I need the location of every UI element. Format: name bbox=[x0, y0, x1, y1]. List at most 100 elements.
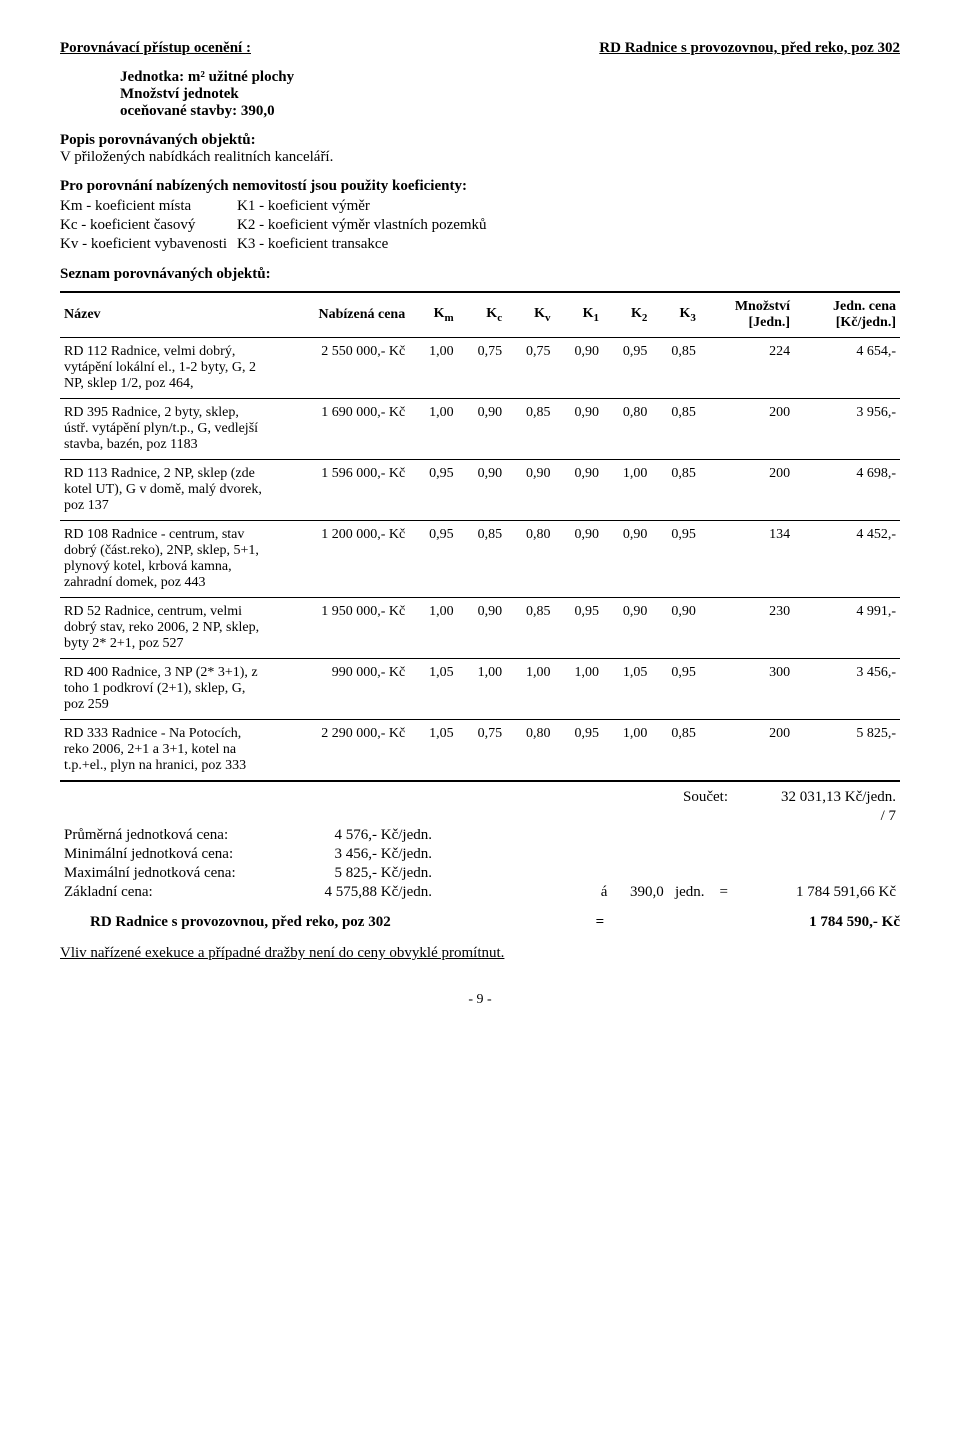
th-k3: K3 bbox=[651, 292, 699, 338]
th-kv-k: K bbox=[534, 306, 545, 321]
k1-cell: 1,00 bbox=[555, 659, 603, 720]
soucet-val: 32 031,13 Kč/jedn. bbox=[732, 788, 900, 807]
km-cell: 1,00 bbox=[409, 598, 457, 659]
result-note: Vliv nařízené exekuce a případné dražby … bbox=[60, 945, 900, 962]
k3-cell: 0,85 bbox=[651, 720, 699, 782]
qty-cell: 200 bbox=[700, 399, 794, 460]
base-row: Základní cena: 4 575,88 Kč/jedn. á 390,0… bbox=[60, 883, 900, 902]
name-cell: RD 112 Radnice, velmi dobrý, vytápění lo… bbox=[60, 338, 268, 399]
avg-label: Průměrná jednotková cena: bbox=[60, 826, 268, 845]
kc-cell: 0,75 bbox=[458, 338, 506, 399]
th-unit-l1: Jedn. cena bbox=[798, 299, 896, 315]
base-mid: á 390,0 jedn. = bbox=[436, 883, 732, 902]
seznam-heading: Seznam porovnávaných objektů: bbox=[60, 266, 900, 283]
name-cell: RD 395 Radnice, 2 byty, sklep, ústř. vyt… bbox=[60, 399, 268, 460]
th-k1-sub: 1 bbox=[593, 312, 599, 324]
price-cell: 1 596 000,- Kč bbox=[268, 460, 409, 521]
avg-row: Průměrná jednotková cena: 4 576,- Kč/jed… bbox=[60, 826, 900, 845]
page-number: - 9 - bbox=[60, 992, 900, 1008]
price-cell: 1 950 000,- Kč bbox=[268, 598, 409, 659]
qty-cell: 300 bbox=[700, 659, 794, 720]
kc-cell: 0,90 bbox=[458, 598, 506, 659]
comparison-table: Název Nabízená cena Km Kc Kv K1 K2 K3 Mn… bbox=[60, 291, 900, 782]
result-line: RD Radnice s provozovnou, před reko, poz… bbox=[60, 914, 900, 931]
koef-cell: Km - koeficient místa bbox=[60, 197, 237, 216]
th-k2-sub: 2 bbox=[642, 312, 648, 324]
kv-cell: 0,85 bbox=[506, 399, 554, 460]
table-row: RD 395 Radnice, 2 byty, sklep, ústř. vyt… bbox=[60, 399, 900, 460]
k3-cell: 0,95 bbox=[651, 521, 699, 598]
kc-cell: 0,85 bbox=[458, 521, 506, 598]
qty-cell: 230 bbox=[700, 598, 794, 659]
th-kc-k: K bbox=[486, 306, 497, 321]
price-cell: 2 550 000,- Kč bbox=[268, 338, 409, 399]
name-cell: RD 113 Radnice, 2 NP, sklep (zde kotel U… bbox=[60, 460, 268, 521]
k1-cell: 0,90 bbox=[555, 460, 603, 521]
name-cell: RD 52 Radnice, centrum, velmi dobrý stav… bbox=[60, 598, 268, 659]
base-qty: 390,0 bbox=[630, 884, 664, 900]
k1-cell: 0,90 bbox=[555, 399, 603, 460]
km-cell: 0,95 bbox=[409, 521, 457, 598]
th-k2: K2 bbox=[603, 292, 651, 338]
base-unit: jedn. bbox=[675, 884, 705, 900]
base-a: á bbox=[601, 884, 608, 900]
koef-cell: K2 - koeficient výměr vlastních pozemků bbox=[237, 216, 497, 235]
km-cell: 1,05 bbox=[409, 659, 457, 720]
th-k3-sub: 3 bbox=[690, 312, 696, 324]
k2-cell: 1,00 bbox=[603, 720, 651, 782]
th-kv: Kv bbox=[506, 292, 554, 338]
th-k3-k: K bbox=[679, 306, 690, 321]
result-left: RD Radnice s provozovnou, před reko, poz… bbox=[60, 914, 391, 931]
table-header-row: Název Nabízená cena Km Kc Kv K1 K2 K3 Mn… bbox=[60, 292, 900, 338]
unit-cell: 3 456,- bbox=[794, 659, 900, 720]
max-label: Maximální jednotková cena: bbox=[60, 864, 268, 883]
min-label: Minimální jednotková cena: bbox=[60, 845, 268, 864]
unit-cell: 4 654,- bbox=[794, 338, 900, 399]
k1-cell: 0,90 bbox=[555, 338, 603, 399]
kv-cell: 0,85 bbox=[506, 598, 554, 659]
k1-cell: 0,95 bbox=[555, 598, 603, 659]
name-cell: RD 108 Radnice - centrum, stav dobrý (čá… bbox=[60, 521, 268, 598]
kv-cell: 1,00 bbox=[506, 659, 554, 720]
price-cell: 1 690 000,- Kč bbox=[268, 399, 409, 460]
page-header: Porovnávací přístup ocenění : RD Radnice… bbox=[60, 40, 900, 57]
table-row: RD 333 Radnice - Na Potocích, reko 2006,… bbox=[60, 720, 900, 782]
th-price: Nabízená cena bbox=[268, 292, 409, 338]
unit-cell: 4 452,- bbox=[794, 521, 900, 598]
qty-cell: 134 bbox=[700, 521, 794, 598]
qty-cell: 200 bbox=[700, 720, 794, 782]
k2-cell: 1,00 bbox=[603, 460, 651, 521]
avg-val: 4 576,- Kč/jedn. bbox=[268, 826, 436, 845]
base-label: Základní cena: bbox=[60, 883, 268, 902]
table-row: RD 400 Radnice, 3 NP (2* 3+1), z toho 1 … bbox=[60, 659, 900, 720]
th-unit: Jedn. cena [Kč/jedn.] bbox=[794, 292, 900, 338]
min-row: Minimální jednotková cena: 3 456,- Kč/je… bbox=[60, 845, 900, 864]
k2-cell: 0,95 bbox=[603, 338, 651, 399]
soucet-div: / 7 bbox=[732, 807, 900, 826]
unit-line: Jednotka: m² užitné plochy bbox=[120, 69, 900, 86]
table-row: RD 108 Radnice - centrum, stav dobrý (čá… bbox=[60, 521, 900, 598]
popis-text: V přiložených nabídkách realitních kance… bbox=[60, 149, 900, 166]
th-kc-sub: c bbox=[497, 312, 502, 324]
header-right: RD Radnice s provozovnou, před reko, poz… bbox=[599, 40, 900, 57]
summary-block: Součet: 32 031,13 Kč/jedn. / 7 Průměrná … bbox=[60, 788, 900, 902]
qty-cell: 224 bbox=[700, 338, 794, 399]
th-km-sub: m bbox=[444, 312, 453, 324]
qty-cell: 200 bbox=[700, 460, 794, 521]
table-row: RD 112 Radnice, velmi dobrý, vytápění lo… bbox=[60, 338, 900, 399]
kv-cell: 0,80 bbox=[506, 521, 554, 598]
koef-table: Km - koeficient místa K1 - koeficient vý… bbox=[60, 197, 497, 254]
th-qty-l1: Množství bbox=[704, 299, 790, 315]
koef-cell: K1 - koeficient výměr bbox=[237, 197, 497, 216]
name-cell: RD 333 Radnice - Na Potocích, reko 2006,… bbox=[60, 720, 268, 782]
th-qty: Množství [Jedn.] bbox=[700, 292, 794, 338]
km-cell: 1,00 bbox=[409, 399, 457, 460]
th-k1-k: K bbox=[583, 306, 594, 321]
kc-cell: 0,90 bbox=[458, 460, 506, 521]
th-k1: K1 bbox=[555, 292, 603, 338]
name-cell: RD 400 Radnice, 3 NP (2* 3+1), z toho 1 … bbox=[60, 659, 268, 720]
unit-block: Jednotka: m² užitné plochy Množství jedn… bbox=[120, 69, 900, 120]
km-cell: 0,95 bbox=[409, 460, 457, 521]
price-cell: 1 200 000,- Kč bbox=[268, 521, 409, 598]
unit-cell: 5 825,- bbox=[794, 720, 900, 782]
